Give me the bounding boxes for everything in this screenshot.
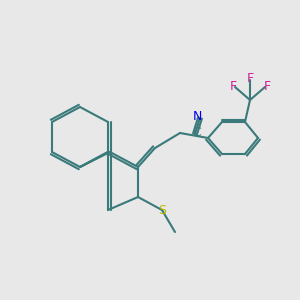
Text: N: N (192, 110, 202, 122)
Text: F: F (246, 71, 254, 85)
Text: F: F (263, 80, 271, 94)
Text: C: C (193, 125, 201, 139)
Text: F: F (230, 80, 237, 94)
Text: S: S (158, 203, 166, 217)
